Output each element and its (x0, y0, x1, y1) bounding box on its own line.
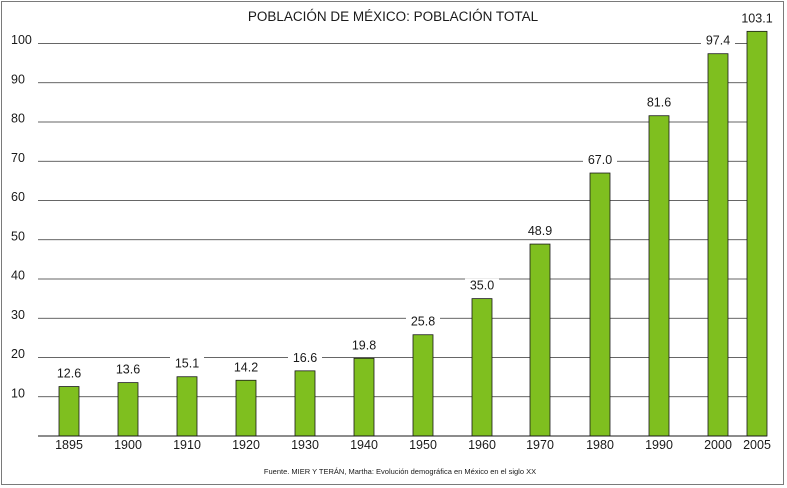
value-label-1970: 48.9 (528, 224, 552, 238)
bar-1970 (529, 243, 551, 437)
x-tick-label-2005: 2005 (743, 438, 771, 452)
bar-1990 (648, 115, 670, 437)
x-tick-label-1930: 1930 (291, 438, 319, 452)
y-axis-ticks: 10 20 30 40 50 60 70 80 90 100 (11, 33, 32, 400)
x-tick-label-1900: 1900 (114, 438, 142, 452)
value-label-2000: 97.4 (706, 34, 730, 48)
value-label-bg-1950 (406, 314, 440, 329)
x-axis-ticks: 1895 1900 1910 1920 1930 1940 1950 1960 1970 1980… (55, 438, 771, 452)
value-label-bg-1900 (111, 362, 145, 377)
x-tick-label-2000: 2000 (704, 438, 732, 452)
bar-1980 (589, 172, 611, 437)
x-tick-label-1920: 1920 (232, 438, 260, 452)
value-label-1940: 19.8 (352, 338, 376, 352)
bar-1930 (294, 370, 316, 437)
gridlines (38, 43, 767, 398)
value-label-bg-2005 (740, 11, 774, 26)
x-tick-label-1970: 1970 (526, 438, 554, 452)
bar-2000 (707, 53, 729, 437)
value-labels: 12.6 13.6 15.1 14.2 16.6 19.8 25.8 35.0 48.9 67.0… (52, 11, 774, 381)
value-label-1950: 25.8 (411, 315, 435, 329)
y-tick-label-100: 100 (11, 33, 32, 47)
y-tick-label-90: 90 (11, 72, 25, 86)
value-label-1920: 14.2 (234, 360, 258, 374)
y-tick-label-80: 80 (11, 112, 25, 126)
x-tick-label-1990: 1990 (645, 438, 673, 452)
value-label-bg-1990 (642, 95, 676, 110)
value-label-1960: 35.0 (470, 279, 494, 293)
bar-1910 (176, 376, 198, 437)
value-label-1980: 67.0 (588, 153, 612, 167)
value-label-bg-1910 (170, 356, 204, 371)
y-tick-label-40: 40 (11, 269, 25, 283)
value-label-1910: 15.1 (175, 357, 199, 371)
value-label-1895: 12.6 (57, 367, 81, 381)
value-label-bg-1960 (465, 278, 499, 293)
bar-1900 (117, 382, 139, 437)
bars (58, 30, 768, 437)
x-tick-label-1940: 1940 (350, 438, 378, 452)
y-tick-label-30: 30 (11, 308, 25, 322)
x-tick-label-1910: 1910 (173, 438, 201, 452)
value-label-bg-1970 (523, 224, 557, 239)
y-tick-label-20: 20 (11, 347, 25, 361)
value-label-1900: 13.6 (116, 363, 140, 377)
x-tick-label-1895: 1895 (55, 438, 83, 452)
bar-2005 (746, 30, 768, 437)
value-label-bg-1930 (288, 350, 322, 365)
value-label-bg-1895 (52, 366, 86, 381)
y-tick-label-60: 60 (11, 190, 25, 204)
value-label-2005: 103.1 (741, 11, 772, 25)
value-label-1990: 81.6 (647, 96, 671, 110)
value-label-bg-1980 (583, 153, 617, 168)
value-label-bg-1920 (229, 360, 263, 375)
y-tick-label-70: 70 (11, 151, 25, 165)
source-note: Fuente. MIER Y TERÁN, Martha: Evolución … (264, 467, 536, 476)
bar-1940 (353, 357, 375, 437)
bar-1960 (471, 298, 493, 437)
bar-1920 (235, 379, 257, 437)
y-tick-label-50: 50 (11, 229, 25, 243)
x-tick-label-1980: 1980 (586, 438, 614, 452)
bar-1950 (412, 334, 434, 437)
value-label-bg-1940 (347, 338, 381, 353)
x-tick-label-1950: 1950 (409, 438, 437, 452)
x-tick-label-1960: 1960 (468, 438, 496, 452)
y-tick-label-10: 10 (11, 386, 25, 400)
value-label-bg-2000 (701, 33, 735, 48)
value-label-1930: 16.6 (293, 351, 317, 365)
chart-title: POBLACIÓN DE MÉXICO: POBLACIÓN TOTAL (248, 9, 539, 24)
bar-1895 (58, 386, 80, 437)
